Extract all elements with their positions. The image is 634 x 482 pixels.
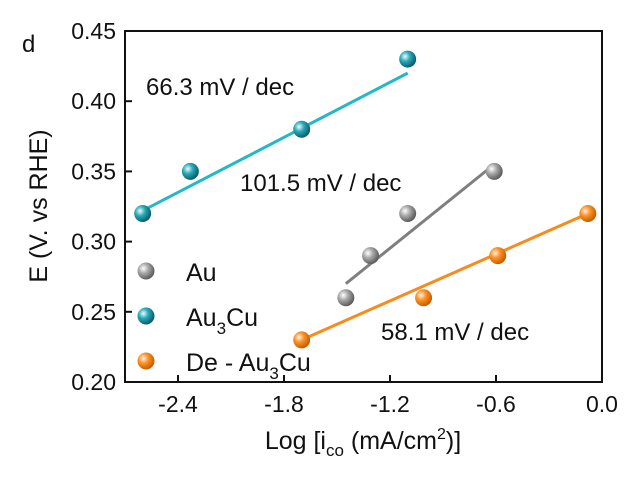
legend-label-part: Cu [226, 304, 258, 332]
slope-label-au3cu: 66.3 mV / dec [146, 74, 294, 101]
point-au-3 [485, 162, 503, 180]
y-tick-label: 0.30 [71, 229, 116, 255]
x-axis-title-superscript: 2 [437, 426, 446, 443]
point-au3cu-0 [134, 205, 152, 223]
y-tick-label: 0.40 [71, 88, 116, 114]
slope-label-de-au3cu: 58.1 mV / dec [381, 319, 529, 346]
plot-frame [124, 30, 603, 383]
data-points [134, 50, 597, 349]
point-au-0 [337, 289, 355, 307]
y-axis-title: E (V. vs RHE) [25, 129, 53, 282]
legend-label-part: 3 [269, 364, 278, 383]
legend-label-part: 3 [217, 319, 226, 338]
panel-label: d [22, 31, 35, 58]
x-tick-label: -1.2 [370, 391, 410, 417]
legend-label-part: Au [186, 259, 217, 287]
legend-marker-au [137, 262, 155, 280]
point-au-2 [399, 205, 417, 223]
y-tick-label: 0.45 [71, 18, 116, 44]
x-axis-title-suffix: )] [446, 427, 461, 455]
x-tick-label: -2.4 [158, 391, 198, 417]
y-tick-label: 0.35 [71, 158, 116, 184]
x-axis-title-subscript: co [326, 441, 344, 460]
legend-label-part: De - Au [186, 349, 269, 377]
axes [124, 30, 603, 383]
x-axis-title-mid: (mA/cm [344, 427, 437, 455]
x-tick-label: -0.6 [476, 391, 516, 417]
legend-label-au3cu: Au3Cu [186, 304, 258, 338]
point-au-1 [362, 247, 380, 265]
point-de-au3cu-1 [415, 289, 433, 307]
point-au3cu-2 [293, 120, 311, 138]
legend-label-part: Au [186, 304, 217, 332]
legend-label-de-au3cu: De - Au3Cu [186, 349, 311, 383]
legend-marker-de-au3cu [137, 352, 155, 370]
fit-lines [141, 71, 589, 342]
x-axis-title: Log [ico (mA/cm2)] [265, 426, 461, 460]
ticks: -2.4 -1.8 -1.2 -0.6 0.0 0.20 0.25 0.30 0.35 0.40 0… [71, 18, 618, 417]
legend-label-part: Cu [279, 349, 311, 377]
y-tick-label: 0.25 [71, 299, 116, 325]
fit-line-au3cu [141, 71, 409, 213]
fit-line-de-au3cu [301, 212, 589, 342]
x-tick-label: -1.8 [264, 391, 304, 417]
point-de-au3cu-2 [489, 247, 507, 265]
point-au3cu-1 [181, 162, 199, 180]
x-tick-label: 0.0 [586, 391, 618, 417]
x-axis-title-prefix: Log [i [265, 427, 326, 455]
point-au3cu-3 [399, 50, 417, 68]
legend-label-au: Au [186, 259, 217, 287]
point-de-au3cu-3 [579, 205, 597, 223]
y-tick-label: 0.20 [71, 369, 116, 395]
point-de-au3cu-0 [293, 331, 311, 349]
slope-label-au: 101.5 mV / dec [240, 170, 401, 197]
legend-marker-au3cu [137, 307, 155, 325]
